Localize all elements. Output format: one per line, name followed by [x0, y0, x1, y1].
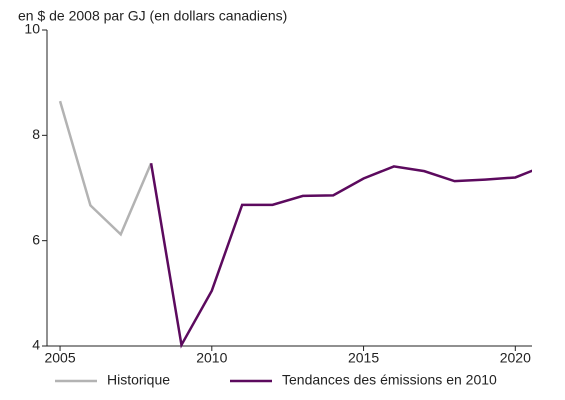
legend-label: Tendances des émissions en 2010	[282, 372, 497, 388]
y-tick-label: 6	[32, 231, 40, 247]
y-tick-label: 8	[32, 126, 40, 142]
legend-label: Historique	[107, 372, 170, 388]
x-tick-label: 2005	[44, 350, 75, 366]
series-line	[149, 163, 532, 349]
x-tick-label: 2020	[500, 350, 531, 366]
x-tick-label: 2010	[196, 350, 227, 366]
y-tick-label: 10	[24, 21, 40, 37]
x-tick-label: 2015	[348, 350, 379, 366]
series-line	[58, 100, 153, 237]
y-axis-label: en $ de 2008 par GJ (en dollars canadien…	[18, 8, 287, 24]
y-tick-label: 4	[32, 337, 40, 353]
